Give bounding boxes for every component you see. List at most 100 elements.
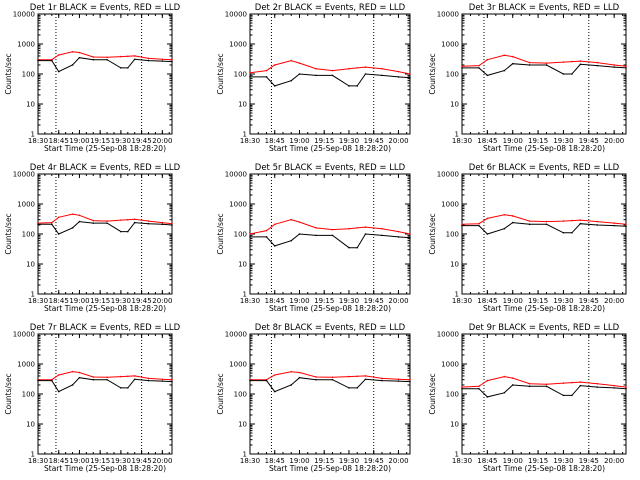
- x-tick-label: 18:45: [49, 297, 69, 305]
- lld-point: [290, 218, 293, 221]
- chart-panel-1: Det 1r BLACK = Events, RED = LLD 1 10 100 10…: [4, 3, 181, 153]
- lld-point: [126, 375, 129, 378]
- lld-point: [298, 371, 301, 374]
- lld-point: [348, 375, 350, 378]
- lld-point: [503, 213, 506, 216]
- events-point: [71, 227, 74, 229]
- y-tick-label: 1000: [17, 41, 35, 49]
- events-point: [381, 379, 383, 382]
- events-point: [249, 76, 251, 78]
- chart-panel-8: Det 8r BLACK = Events, RED = LLD 1 10 100 10…: [216, 323, 411, 473]
- lld-point: [331, 376, 334, 379]
- x-tick-label: 19:00: [289, 137, 309, 145]
- y-tick-label: 10: [238, 261, 247, 269]
- events-point: [133, 378, 136, 381]
- plot-frame: [461, 13, 627, 135]
- lld-rate-line: [37, 213, 173, 225]
- x-tick-label: 18:30: [452, 457, 472, 465]
- lld-point: [171, 378, 173, 381]
- x-tick-label: 19:30: [553, 297, 573, 305]
- events-point: [562, 73, 565, 75]
- events-rate-line: [462, 63, 627, 76]
- events-point: [613, 387, 615, 389]
- lld-point: [397, 378, 400, 381]
- events-point: [579, 384, 582, 387]
- lld-point: [364, 375, 367, 377]
- events-point: [625, 225, 627, 228]
- events-point: [511, 384, 514, 386]
- events-point: [562, 231, 565, 234]
- lld-point: [571, 60, 573, 63]
- lld-point: [133, 218, 136, 221]
- lld-point: [71, 370, 74, 373]
- events-point: [57, 390, 60, 393]
- lld-point: [613, 64, 615, 66]
- events-point: [562, 394, 565, 397]
- lld-point: [120, 219, 122, 221]
- y-tick-label: 1: [243, 451, 247, 459]
- lld-point: [461, 386, 463, 388]
- x-tick-label: 20:00: [388, 137, 408, 145]
- events-point: [315, 378, 317, 381]
- events-point: [37, 59, 39, 62]
- x-tick-label: 19:00: [289, 457, 309, 465]
- events-point: [161, 60, 164, 62]
- events-point: [92, 378, 95, 381]
- events-point: [57, 233, 60, 235]
- x-tick-label: 19:45: [364, 297, 384, 305]
- events-point: [315, 74, 317, 77]
- lld-point: [409, 378, 411, 381]
- lld-point: [545, 220, 548, 223]
- lld-point: [579, 60, 582, 62]
- x-tick-label: 19:30: [553, 457, 573, 465]
- y-tick-label: 1: [31, 451, 35, 459]
- x-tick-label: 19:45: [132, 457, 152, 465]
- lld-point: [161, 221, 164, 224]
- lld-point: [356, 375, 359, 378]
- x-axis-label: Start Time (25-Sep-08 18:28:20): [483, 144, 605, 153]
- events-point: [171, 60, 173, 63]
- x-tick-label: 19:15: [90, 297, 110, 305]
- lld-point: [511, 377, 514, 379]
- lld-rate-line: [249, 60, 411, 75]
- lld-point: [562, 61, 565, 63]
- events-point: [133, 58, 136, 61]
- x-tick-label: 19:30: [111, 457, 131, 465]
- y-tick-label: 10000: [437, 11, 459, 19]
- x-tick-label: 20:00: [152, 297, 172, 305]
- events-point: [486, 74, 489, 77]
- y-tick-label: 1: [243, 291, 247, 299]
- events-point: [273, 245, 276, 247]
- y-tick-label: 10000: [13, 11, 35, 19]
- lld-point: [409, 233, 411, 235]
- lld-point: [579, 381, 582, 383]
- events-point: [106, 58, 108, 61]
- events-point: [51, 59, 53, 62]
- x-tick-label: 19:45: [132, 297, 152, 305]
- x-tick-label: 19:45: [364, 137, 384, 145]
- panel-title: Det 5r BLACK = Events, RED = LLD: [255, 163, 406, 173]
- y-tick-label: 10: [26, 261, 35, 269]
- events-point: [161, 380, 164, 382]
- events-rate-line: [462, 222, 627, 235]
- events-point: [106, 378, 108, 381]
- y-tick-label: 1: [31, 291, 35, 299]
- lld-point: [356, 227, 359, 229]
- x-tick-label: 20:00: [604, 457, 624, 465]
- events-point: [298, 376, 301, 379]
- lld-point: [126, 55, 129, 58]
- events-point: [298, 73, 301, 75]
- lld-rate-line: [461, 376, 627, 388]
- events-point: [364, 378, 367, 381]
- lld-point: [478, 385, 480, 388]
- events-point: [51, 379, 53, 382]
- events-point: [249, 236, 251, 238]
- panel-title: Det 3r BLACK = Events, RED = LLD: [469, 3, 620, 13]
- y-tick-label: 100: [446, 231, 459, 239]
- y-tick-label: 1000: [17, 361, 35, 369]
- lld-point: [161, 58, 164, 61]
- events-point: [315, 234, 317, 237]
- events-point: [265, 76, 268, 78]
- y-axis-label: Counts/sec: [428, 373, 437, 414]
- lld-point: [528, 382, 531, 385]
